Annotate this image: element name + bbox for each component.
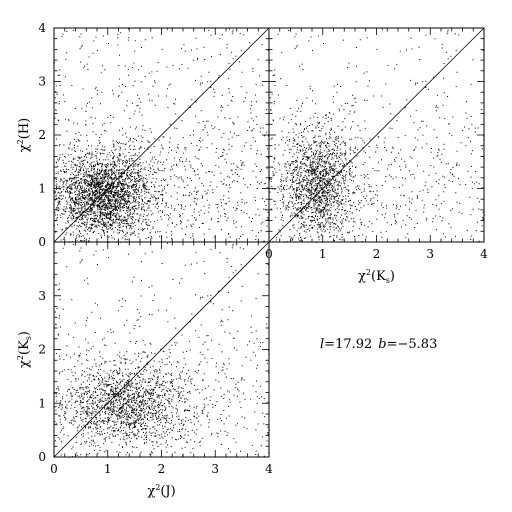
scatter-points xyxy=(54,28,270,243)
y-tick-label: 3 xyxy=(38,75,46,89)
x-tick-label: 0 xyxy=(50,462,58,476)
ticks xyxy=(268,27,485,243)
y-tick-label: 1 xyxy=(38,396,46,410)
l-symbol: l xyxy=(320,337,324,352)
y-tick-label: 0 xyxy=(38,450,46,464)
b-symbol: b xyxy=(378,337,386,352)
b-value: =−5.83 xyxy=(387,337,438,352)
y-tick-label-zero: 0 xyxy=(38,235,46,249)
y-tick-label: 2 xyxy=(38,343,46,357)
scatter-point-cloud xyxy=(269,28,485,243)
scatter-point-cloud xyxy=(54,28,270,243)
y-tick-label: 3 xyxy=(38,289,46,303)
reference-line xyxy=(53,241,270,458)
x-tick-label: 2 xyxy=(373,247,381,261)
ticks xyxy=(53,241,270,458)
coordinates-annotation: l=17.92 b=−5.83 xyxy=(320,337,437,352)
x-tick-label: 4 xyxy=(265,462,273,476)
scatter-points xyxy=(269,28,485,243)
x-tick-label: 2 xyxy=(158,462,166,476)
y-axis-label: χ2(H) xyxy=(16,118,32,152)
y-tick-label: 2 xyxy=(38,128,46,142)
panel-h-vs-ks: 0 1 2 3 4χ2(Ks) xyxy=(265,27,488,285)
y-tick-label: 4 xyxy=(38,21,46,35)
y-tick-label: 1 xyxy=(38,182,46,196)
reference-line xyxy=(268,27,485,243)
x-axis-label: χ2(Ks) xyxy=(358,268,395,285)
reference-line xyxy=(53,27,270,243)
x-tick-label: 1 xyxy=(104,462,112,476)
x-tick-label: 3 xyxy=(211,462,219,476)
panel-h-vs-j: 1 2 3 4 χ2(H) 0 xyxy=(16,21,270,249)
scatter-points xyxy=(54,242,270,458)
x-tick-label: 1 xyxy=(319,247,327,261)
l-value: =17.92 xyxy=(324,337,372,352)
panel-ks-vs-j: 0 1 2 3 4 0 1 2 3 χ2(J) χ2(Ks) xyxy=(16,241,273,499)
x-tick-label: 3 xyxy=(426,247,434,261)
x-tick-label: 4 xyxy=(480,247,488,261)
x-axis-label: χ2(J) xyxy=(147,483,175,499)
y-axis-label: χ2(Ks) xyxy=(16,331,33,368)
scatter-point-cloud xyxy=(54,242,270,458)
